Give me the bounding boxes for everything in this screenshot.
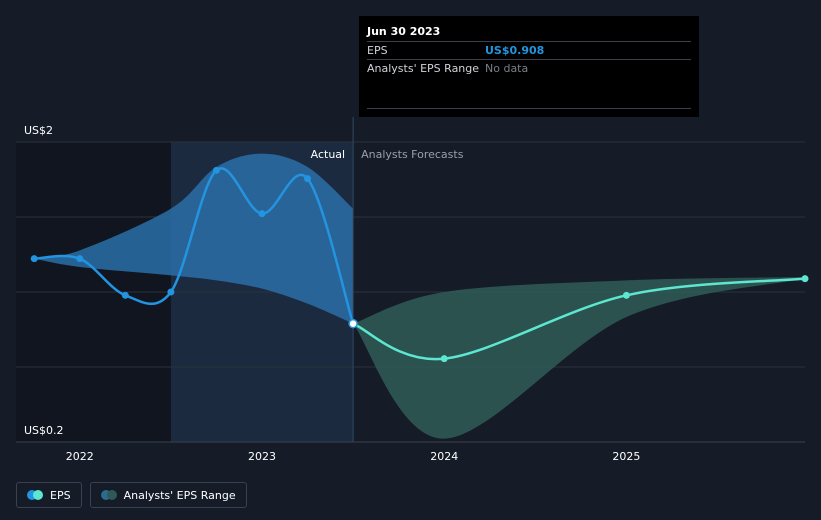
y-axis-labels: US$2 US$0.2 — [24, 124, 64, 437]
legend-dot-range-b — [106, 490, 117, 500]
forecast-eps-range-band — [353, 277, 805, 439]
eps-legend-icon — [27, 490, 43, 500]
legend-dot-eps-b — [33, 490, 43, 500]
legend-label-range: Analysts' EPS Range — [123, 488, 236, 502]
eps-actual-point[interactable] — [121, 291, 129, 299]
eps-actual-point[interactable] — [167, 288, 175, 296]
tooltip-row-eps: EPS US$0.908 — [367, 42, 691, 60]
tooltip-range-value: No data — [485, 62, 529, 75]
x-tick-label: 2025 — [612, 450, 640, 463]
tooltip-separator — [367, 108, 691, 109]
tooltip-range-label: Analysts' EPS Range — [367, 62, 480, 75]
x-tick-label: 2024 — [430, 450, 458, 463]
eps-forecast-point[interactable] — [801, 275, 809, 283]
x-axis-labels: 2022 2023 2024 2025 — [66, 450, 641, 463]
eps-actual-point[interactable] — [212, 166, 220, 174]
actual-label: Actual — [311, 148, 345, 161]
actual-eps-range-band — [34, 153, 354, 324]
legend-label-eps: EPS — [50, 488, 71, 502]
tooltip-eps-label: EPS — [367, 44, 388, 57]
x-tick-label: 2023 — [248, 450, 276, 463]
y-tick-label: US$0.2 — [24, 424, 64, 437]
tooltip: Jun 30 2023 EPS US$0.908 Analysts' EPS R… — [359, 16, 699, 117]
legend-dot-eps-a — [27, 490, 37, 500]
eps-actual-point[interactable] — [348, 318, 358, 329]
range-legend-icon — [100, 490, 117, 500]
tooltip-date: Jun 30 2023 — [367, 23, 691, 42]
data-points — [30, 166, 809, 363]
x-tick-label: 2022 — [66, 450, 94, 463]
tooltip-eps-value: US$0.908 — [485, 44, 545, 57]
legend-item-range[interactable]: Analysts' EPS Range — [89, 482, 247, 508]
legend-item-eps[interactable]: EPS — [16, 482, 82, 508]
eps-actual-point[interactable] — [258, 210, 266, 218]
eps-actual-point[interactable] — [304, 175, 312, 183]
legend: EPS Analysts' EPS Range — [16, 482, 247, 508]
eps-forecast-point[interactable] — [440, 355, 448, 363]
forecast-label: Analysts Forecasts — [361, 148, 464, 161]
eps-actual-point[interactable] — [76, 255, 84, 263]
y-tick-label: US$2 — [24, 124, 53, 137]
forecast-eps-line — [352, 277, 806, 361]
legend-dot-range-a — [100, 490, 111, 500]
eps-forecast-point[interactable] — [622, 291, 630, 299]
eps-actual-point[interactable] — [30, 255, 38, 263]
tooltip-row-range: Analysts' EPS Range No data — [367, 60, 691, 77]
